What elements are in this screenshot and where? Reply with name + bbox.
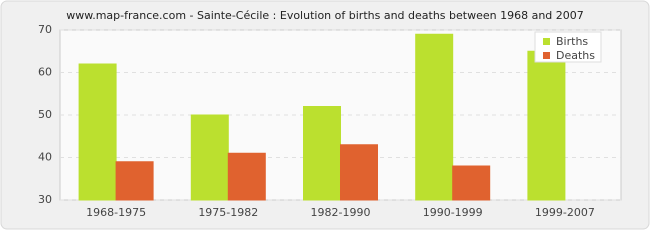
- y-tick-label: 50: [38, 108, 52, 121]
- chart: www.map-france.com - Sainte-Cécile : Evo…: [0, 0, 650, 230]
- legend-label: Births: [556, 35, 588, 48]
- bar: [227, 152, 266, 201]
- y-tick-label: 60: [38, 66, 52, 79]
- legend-swatch: [543, 38, 550, 45]
- legend-swatch: [543, 52, 550, 59]
- bar: [190, 114, 229, 201]
- x-tick-label: 1999-2007: [535, 206, 595, 219]
- legend-label: Deaths: [556, 49, 595, 62]
- bar: [303, 106, 341, 201]
- y-tick-label: 70: [38, 23, 52, 36]
- chart-title: www.map-france.com - Sainte-Cécile : Evo…: [66, 9, 584, 22]
- bar: [527, 50, 566, 201]
- bar: [78, 63, 117, 201]
- y-tick-label: 40: [38, 151, 52, 164]
- bar: [340, 144, 378, 201]
- x-tick-label: 1975-1982: [198, 206, 258, 219]
- x-tick-label: 1990-1999: [423, 206, 483, 219]
- bar: [452, 165, 491, 201]
- bar: [415, 33, 454, 201]
- x-tick-label: 1968-1975: [86, 206, 146, 219]
- x-tick-label: 1982-1990: [311, 206, 371, 219]
- y-tick-label: 30: [38, 193, 52, 206]
- bar: [115, 161, 154, 201]
